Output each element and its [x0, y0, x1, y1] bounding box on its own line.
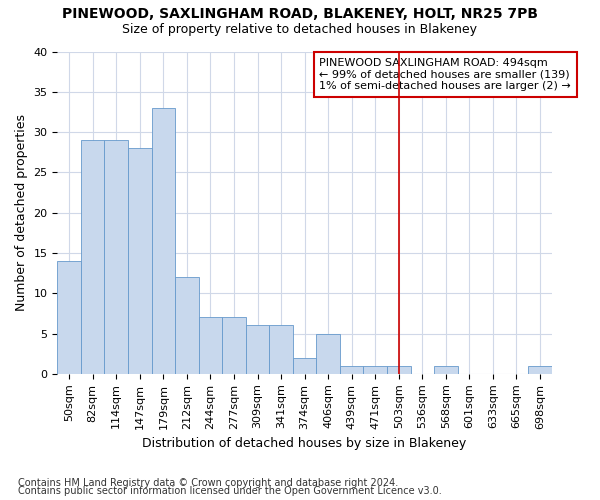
Bar: [269, 326, 293, 374]
Text: Size of property relative to detached houses in Blakeney: Size of property relative to detached ho…: [122, 22, 478, 36]
Bar: [528, 366, 552, 374]
Bar: [434, 366, 458, 374]
Bar: [222, 318, 246, 374]
Text: PINEWOOD SAXLINGHAM ROAD: 494sqm
← 99% of detached houses are smaller (139)
1% o: PINEWOOD SAXLINGHAM ROAD: 494sqm ← 99% o…: [319, 58, 571, 91]
X-axis label: Distribution of detached houses by size in Blakeney: Distribution of detached houses by size …: [142, 437, 467, 450]
Bar: [58, 261, 81, 374]
Bar: [81, 140, 104, 374]
Bar: [175, 277, 199, 374]
Bar: [293, 358, 316, 374]
Bar: [246, 326, 269, 374]
Bar: [316, 334, 340, 374]
Bar: [199, 318, 222, 374]
Text: PINEWOOD, SAXLINGHAM ROAD, BLAKENEY, HOLT, NR25 7PB: PINEWOOD, SAXLINGHAM ROAD, BLAKENEY, HOL…: [62, 8, 538, 22]
Bar: [152, 108, 175, 374]
Text: Contains public sector information licensed under the Open Government Licence v3: Contains public sector information licen…: [18, 486, 442, 496]
Bar: [104, 140, 128, 374]
Bar: [364, 366, 387, 374]
Bar: [387, 366, 410, 374]
Bar: [128, 148, 152, 374]
Y-axis label: Number of detached properties: Number of detached properties: [15, 114, 28, 311]
Bar: [340, 366, 364, 374]
Text: Contains HM Land Registry data © Crown copyright and database right 2024.: Contains HM Land Registry data © Crown c…: [18, 478, 398, 488]
